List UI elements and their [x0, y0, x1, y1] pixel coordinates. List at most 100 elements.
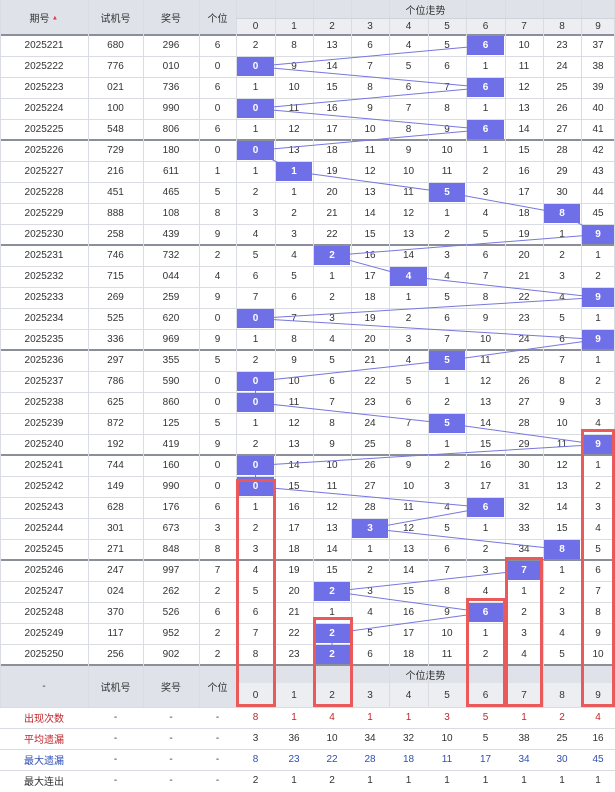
trial-cell: 021: [107, 82, 124, 93]
stat-divider: [0, 728, 615, 729]
column-divider: [0, 0, 1, 707]
trend-miss-cell: 3: [329, 313, 335, 324]
prize-cell: 419: [162, 439, 180, 450]
digit-cell: 0: [214, 460, 221, 471]
trend-miss-cell: 4: [252, 565, 259, 576]
footer-trend-number: 4: [389, 683, 428, 707]
header-trend-number: 4: [389, 18, 428, 35]
prize-cell: 806: [162, 124, 180, 135]
stat-value: 34: [364, 733, 376, 744]
stat-placeholder: -: [113, 754, 118, 765]
trend-miss-cell: 12: [479, 376, 492, 387]
trend-hit-ball: 0: [237, 309, 274, 328]
digit-cell: 6: [214, 124, 221, 135]
stat-value: 1: [521, 775, 527, 786]
trend-miss-cell: 23: [364, 397, 376, 408]
issue-cell: 2025230: [24, 229, 64, 240]
trend-miss-cell: 24: [556, 61, 568, 72]
row-divider: [0, 454, 615, 456]
trend-miss-cell: 2: [252, 40, 259, 51]
trend-miss-cell: 11: [326, 481, 338, 492]
trend-miss-cell: 6: [329, 376, 335, 387]
trend-miss-cell: 10: [402, 166, 415, 177]
trend-miss-cell: 4: [482, 208, 489, 219]
trial-cell: 370: [107, 607, 124, 618]
issue-cell: 2025238: [24, 397, 64, 408]
trend-miss-cell: 1: [444, 439, 450, 450]
trend-miss-cell: 2: [329, 292, 335, 303]
row-divider: [0, 413, 615, 414]
stat-placeholder: -: [215, 733, 220, 744]
prize-cell: 590: [162, 376, 180, 387]
trend-miss-cell: 11: [556, 439, 568, 450]
trend-miss-cell: 6: [252, 271, 259, 282]
trend-miss-cell: 6: [405, 397, 412, 408]
trend-miss-cell: 25: [556, 82, 568, 93]
trend-miss-cell: 19: [364, 313, 376, 324]
stat-value: 38: [518, 733, 530, 744]
trend-miss-cell: 10: [441, 145, 453, 156]
trend-miss-cell: 19: [518, 229, 530, 240]
stat-placeholder: -: [169, 754, 173, 765]
prize-cell: 465: [162, 187, 180, 198]
trend-miss-cell: 13: [326, 523, 338, 534]
trend-miss-cell: 2: [367, 565, 373, 576]
row-divider: [0, 224, 615, 225]
trial-cell: 100: [107, 103, 124, 114]
digit-cell: 0: [214, 376, 221, 387]
trend-miss-cell: 7: [252, 628, 259, 639]
trend-miss-cell: 18: [288, 544, 300, 555]
trend-hit-ball: 0: [237, 372, 274, 391]
footer-trend-number: 0: [236, 683, 275, 707]
trend-miss-cell: 4: [444, 271, 450, 282]
trend-miss-cell: 2: [444, 229, 450, 240]
trend-miss-cell: 21: [288, 607, 300, 618]
prize-cell: 611: [163, 166, 179, 177]
issue-cell: 2025246: [24, 565, 64, 576]
trend-miss-cell: 1: [291, 187, 297, 198]
trend-miss-cell: 21: [518, 271, 530, 282]
trend-miss-cell: 9: [405, 145, 412, 156]
trend-miss-cell: 1: [595, 355, 601, 366]
trend-hit-ball: 2: [314, 645, 350, 664]
trend-miss-cell: 1: [252, 334, 259, 345]
issue-cell: 2025236: [24, 355, 64, 366]
trend-miss-cell: 22: [364, 376, 376, 387]
trend-miss-cell: 15: [556, 523, 568, 534]
trend-miss-cell: 8: [291, 334, 297, 345]
issue-cell: 2025222: [24, 61, 64, 72]
trend-miss-cell: 7: [405, 418, 412, 429]
trend-miss-cell: 15: [364, 229, 376, 240]
trend-miss-cell: 3: [444, 250, 450, 261]
trend-miss-cell: 6: [291, 292, 297, 303]
stat-value: 30: [556, 754, 568, 765]
stat-label: 最大遗漏: [24, 756, 64, 767]
trend-miss-cell: 5: [444, 292, 450, 303]
trial-cell: 192: [107, 439, 124, 450]
footer-trend-number: 7: [505, 683, 543, 707]
trend-miss-cell: 4: [252, 229, 259, 240]
header-issue[interactable]: 期号 ▲: [0, 0, 88, 35]
trend-miss-cell: 9: [595, 628, 601, 639]
column-divider: [199, 0, 200, 707]
trend-miss-cell: 9: [291, 355, 297, 366]
issue-cell: 2025240: [24, 439, 64, 450]
trend-miss-cell: 7: [367, 61, 373, 72]
trend-miss-cell: 5: [329, 355, 335, 366]
trend-miss-cell: 21: [364, 355, 376, 366]
digit-cell: 8: [214, 208, 221, 219]
trend-miss-cell: 3: [559, 271, 565, 282]
trend-miss-cell: 16: [479, 460, 492, 471]
trend-miss-cell: 23: [556, 40, 568, 51]
digit-cell: 2: [214, 649, 221, 660]
prize-cell: 620: [162, 313, 180, 324]
trend-miss-cell: 2: [252, 523, 259, 534]
sort-up-down-icon[interactable]: ▲: [51, 13, 58, 22]
prize-cell: 526: [162, 607, 180, 618]
digit-cell: 4: [214, 271, 221, 282]
digit-cell: 2: [214, 628, 221, 639]
trend-miss-cell: 10: [288, 82, 300, 93]
trend-miss-cell: 1: [444, 376, 450, 387]
trend-miss-cell: 15: [288, 481, 300, 492]
